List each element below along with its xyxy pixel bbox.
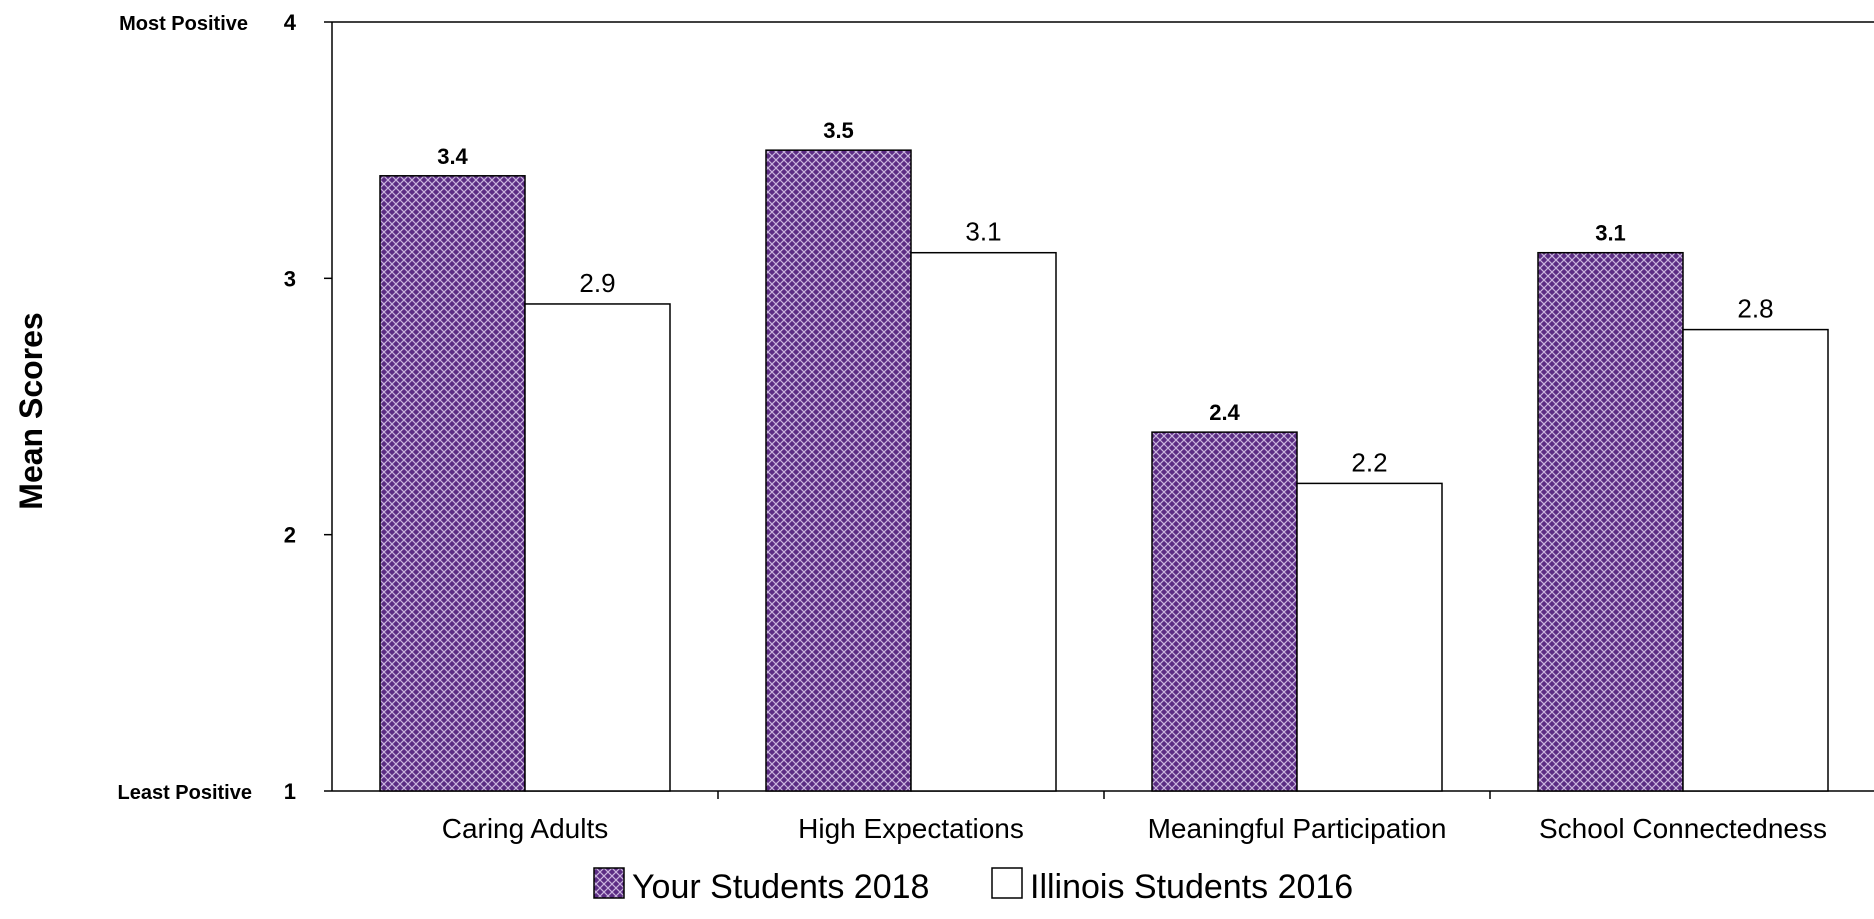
legend-label: Illinois Students 2016 <box>1030 868 1353 906</box>
x-category-label: Meaningful Participation <box>1148 813 1447 844</box>
y-tick-label: 4 <box>284 10 297 35</box>
bar-your-students-2018 <box>1537 251 1684 792</box>
y-bottom-extreme-label: Least Positive <box>117 782 252 804</box>
y-tick-label: 3 <box>284 266 296 291</box>
y-top-extreme-label: Most Positive <box>119 13 248 35</box>
legend-swatch-your-students-2018 <box>593 867 625 899</box>
y-tick-label: 1 <box>284 779 296 804</box>
x-category-label: School Connectedness <box>1539 813 1827 844</box>
legend: Your Students 2018 Illinois Students 2016 <box>593 867 1353 906</box>
data-label: 2.9 <box>579 268 615 298</box>
bar-your-students-2018 <box>379 175 526 792</box>
legend-label: Your Students 2018 <box>632 868 929 906</box>
plot-area: 1 2 3 4 Caring Adults 3.4 2.9 High Expectations… <box>284 10 1874 844</box>
bar-your-students-2018 <box>1151 431 1298 792</box>
bar-illinois-students-2016 <box>1682 328 1829 792</box>
y-tick-label: 2 <box>284 523 296 548</box>
data-label: 3.4 <box>437 144 468 169</box>
bar-illinois-students-2016 <box>910 251 1057 792</box>
bar-illinois-students-2016 <box>1296 482 1443 792</box>
bar-illinois-students-2016 <box>524 303 671 792</box>
data-label: 3.1 <box>965 217 1001 247</box>
x-category-label: High Expectations <box>798 813 1024 844</box>
x-category-label: Caring Adults <box>442 813 609 844</box>
legend-swatch-illinois-students-2016 <box>991 867 1023 899</box>
bar-your-students-2018 <box>765 149 912 792</box>
data-label: 3.5 <box>823 118 854 143</box>
data-label: 2.4 <box>1209 400 1240 425</box>
y-axis-label: Mean Scores <box>13 312 49 509</box>
data-label: 2.2 <box>1351 447 1387 477</box>
data-label: 2.8 <box>1737 294 1773 324</box>
data-label: 3.1 <box>1595 221 1626 246</box>
